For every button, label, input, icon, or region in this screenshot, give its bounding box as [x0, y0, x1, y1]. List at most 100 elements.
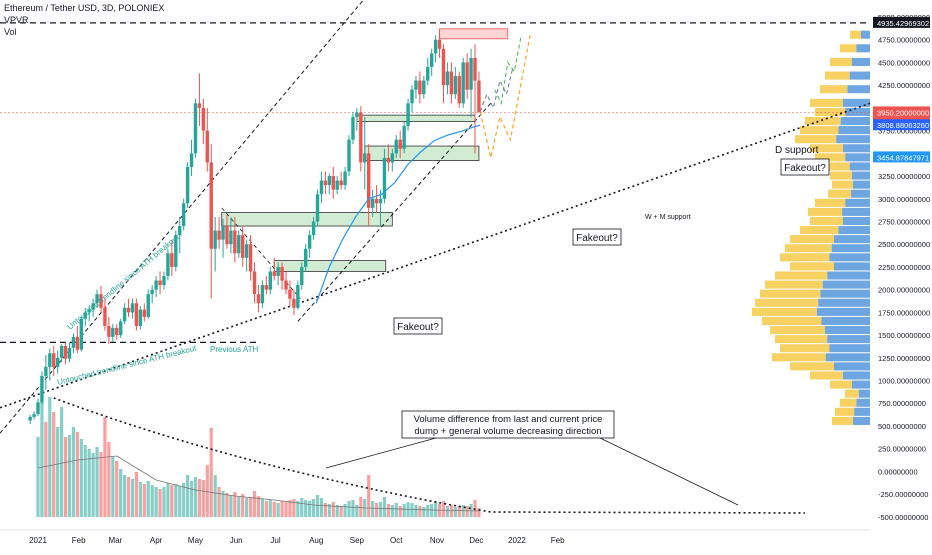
- vol-label[interactable]: Vol: [4, 27, 17, 37]
- time-tick-label: Sep: [350, 536, 365, 545]
- volume-bar: [146, 481, 150, 517]
- volume-bar: [276, 503, 280, 517]
- candle-body: [374, 198, 379, 204]
- volume-bar: [233, 492, 237, 517]
- volume-profile-bar-down: [856, 398, 870, 407]
- price-badge: [873, 106, 930, 118]
- candle-body: [158, 280, 162, 286]
- fakeout-label-3-box: [780, 158, 830, 176]
- volume-profile-bar-up: [825, 71, 850, 80]
- volume-profile-bar-down: [825, 353, 870, 362]
- volume-bar: [308, 501, 312, 517]
- candle-body: [197, 103, 202, 108]
- volume-profile-bar-down: [847, 85, 870, 94]
- candle-body: [260, 285, 265, 304]
- volume-bar: [44, 422, 48, 517]
- candle-body: [327, 176, 332, 186]
- volume-profile-bar-up: [765, 280, 823, 289]
- volume-profile-bar-up: [752, 307, 817, 316]
- volume-profile-bar-down: [854, 407, 870, 416]
- volume-bar: [205, 465, 209, 517]
- candle-body: [221, 226, 225, 240]
- candle-body: [40, 375, 44, 403]
- volume-bars: [36, 397, 481, 517]
- volume-profile-bar-down: [816, 307, 870, 316]
- candle-body: [477, 80, 481, 113]
- volume-bar: [390, 505, 394, 517]
- volume-bar: [142, 484, 146, 517]
- time-tick-label: Mar: [109, 536, 123, 545]
- price-tick-label: 2500.00000000: [878, 240, 930, 249]
- volume-profile-bar-up: [810, 371, 843, 380]
- candle-body: [453, 76, 458, 95]
- zone-upper-support: [356, 114, 476, 122]
- volume-bar: [130, 479, 135, 517]
- volume-profile-bar-down: [842, 207, 870, 216]
- volume-profile-bar-down: [840, 116, 870, 126]
- candle-body: [154, 280, 158, 290]
- volume-bar: [300, 498, 304, 517]
- time-tick-label: Oct: [390, 536, 403, 545]
- volume-bar: [371, 501, 375, 517]
- candle-body: [32, 414, 36, 417]
- volume-bar: [441, 501, 446, 517]
- volume-profile-bar-up: [828, 189, 852, 198]
- volume-profile-bar-down: [845, 198, 870, 207]
- zone-d-support: [364, 145, 480, 161]
- volume-bar: [71, 427, 76, 517]
- volume-profile-bar-up: [815, 153, 846, 162]
- candle-body: [268, 271, 272, 290]
- volume-note-line2: dump + general volume decreasing directi…: [414, 426, 601, 437]
- volume-profile-bar-up: [840, 398, 857, 407]
- moving-average-line: [315, 124, 481, 304]
- candle-body: [433, 39, 438, 54]
- volume-bar: [103, 417, 107, 517]
- candle-body: [398, 139, 402, 149]
- volume-bar: [158, 489, 162, 517]
- volume-bar: [241, 494, 245, 517]
- candle-body: [28, 416, 32, 421]
- price-tick-label: 250.00000000: [878, 445, 926, 454]
- candle-body: [355, 112, 359, 117]
- volume-profile-bar-down: [834, 235, 870, 244]
- volume-bar: [213, 475, 217, 517]
- candle-body: [87, 309, 91, 313]
- candle-body: [63, 345, 68, 359]
- candle-body: [52, 353, 56, 367]
- price-axis-bg: [870, 0, 932, 550]
- volume-bar: [374, 503, 379, 517]
- volume-bar: [154, 487, 158, 517]
- candle-body: [248, 244, 253, 272]
- time-axis: 2021 Feb Mar Apr May Jun Jul Aug Sep Oct Nov Dec 202…: [0, 529, 870, 545]
- price-tick-label: 1250.00000000: [878, 354, 930, 363]
- volume-bar: [327, 504, 331, 517]
- candle-body: [126, 307, 131, 313]
- candle-body: [469, 57, 473, 90]
- candle-body: [256, 294, 261, 304]
- vpvr-label[interactable]: VPVR: [4, 15, 29, 25]
- volume-bar: [201, 480, 205, 517]
- volume-note-line1: Volume difference from last and current …: [414, 414, 603, 425]
- candle-body: [366, 153, 371, 208]
- volume-trendline: [53, 397, 806, 514]
- volume-bar: [115, 461, 119, 517]
- candle-body: [335, 180, 339, 190]
- fakeout-label-2: Fakeout?: [576, 233, 618, 244]
- volume-note-arrow-right: [599, 437, 739, 506]
- volume-profile-bar-down: [861, 30, 870, 39]
- previous-ath-label: Previous ATH: [210, 345, 259, 354]
- volume-profile-bar-down: [829, 344, 870, 353]
- candle-body: [83, 312, 87, 319]
- volume-profile-bar-down: [825, 325, 870, 335]
- candle-body: [99, 294, 103, 308]
- volume-bar: [280, 501, 284, 517]
- volume-bar: [174, 484, 178, 517]
- candle-body: [288, 289, 292, 299]
- candle-body: [378, 198, 383, 204]
- time-tick-label: May: [188, 536, 203, 545]
- candle-body: [229, 230, 233, 245]
- volume-bar: [197, 479, 202, 517]
- volume-bar: [186, 475, 190, 517]
- volume-profile-bar-down: [827, 335, 870, 344]
